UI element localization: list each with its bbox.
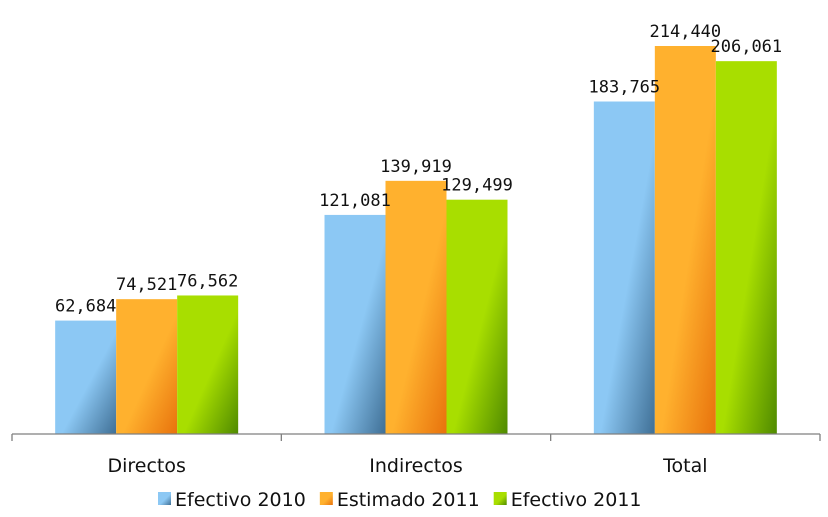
data-label-indirectos-estimado-2011: 139,919 <box>380 157 452 177</box>
category-labels-group: Directos Indirectos Total <box>107 455 707 477</box>
bar-directos-efectivo-2010 <box>55 320 117 434</box>
legend-item-estimado-2011: Estimado 2011 <box>319 489 480 511</box>
x-axis <box>11 433 821 441</box>
legend-label-efectivo-2011: Efectivo 2011 <box>511 489 642 511</box>
legend-swatch-estimado-2011 <box>319 492 333 505</box>
bar-total-efectivo-2010 <box>593 101 655 435</box>
legend-item-efectivo-2010: Efectivo 2010 <box>158 489 306 511</box>
legend-label-estimado-2011: Estimado 2011 <box>337 489 480 511</box>
legend-swatch-efectivo-2010 <box>158 492 171 505</box>
data-label-directos-estimado-2011: 74,521 <box>116 275 177 295</box>
bars-group <box>55 46 777 435</box>
bar-indirectos-estimado-2011 <box>385 180 447 434</box>
data-label-indirectos-efectivo-2011: 129,499 <box>441 176 513 196</box>
data-label-total-estimado-2011: 214,440 <box>650 22 722 42</box>
data-label-indirectos-efectivo-2010: 121,081 <box>319 191 391 211</box>
data-label-directos-efectivo-2011: 76,562 <box>177 271 238 291</box>
data-label-total-efectivo-2011: 206,061 <box>711 37 783 57</box>
legend-swatch-efectivo-2011 <box>493 492 507 505</box>
legend: Efectivo 2010 Estimado 2011 Efectivo 2011 <box>158 489 642 511</box>
bar-indirectos-efectivo-2010 <box>324 214 386 434</box>
bar-total-efectivo-2011 <box>715 61 777 435</box>
category-label-indirectos: Indirectos <box>369 455 463 477</box>
data-label-directos-efectivo-2010: 62,684 <box>55 297 116 317</box>
legend-label-efectivo-2010: Efectivo 2010 <box>175 489 306 511</box>
bar-indirectos-efectivo-2011 <box>446 199 508 434</box>
category-label-directos: Directos <box>107 455 185 477</box>
bar-directos-estimado-2011 <box>116 299 178 434</box>
category-label-total: Total <box>662 455 707 477</box>
bar-directos-efectivo-2011 <box>177 295 239 434</box>
data-label-total-efectivo-2010: 183,765 <box>589 78 661 98</box>
legend-item-efectivo-2011: Efectivo 2011 <box>493 489 642 511</box>
bar-total-estimado-2011 <box>654 46 716 434</box>
